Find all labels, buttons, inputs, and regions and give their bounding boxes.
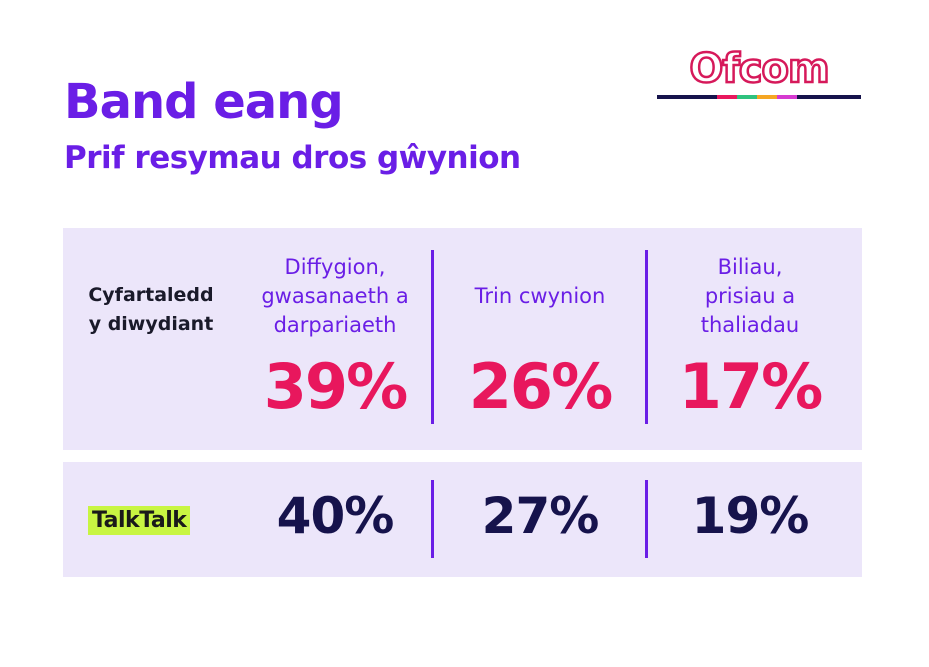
cell-value: 39%: [263, 350, 408, 423]
cell-value: 40%: [276, 487, 395, 545]
logo-bar: [757, 95, 777, 99]
cell-value: 19%: [691, 487, 810, 545]
brand-label: TalkTalk: [88, 506, 191, 535]
cell-value: 17%: [678, 350, 823, 423]
logo-bar: [717, 95, 737, 99]
logo-text: Ofcom: [689, 46, 828, 92]
logo-bar: [657, 95, 717, 99]
text-line: TalkTalk: [92, 508, 187, 533]
cell-value: 27%: [481, 487, 600, 545]
column-header: Diffygion, gwasanaeth a darpariaeth: [235, 253, 435, 340]
panel: [63, 228, 862, 450]
divider: [431, 480, 434, 558]
logo: Ofcom: [657, 46, 861, 99]
logo-bar: [737, 95, 757, 99]
cell-value: 26%: [468, 350, 613, 423]
panel: [63, 462, 862, 577]
subtitle: Prif resymau dros gŵynion: [64, 140, 521, 176]
column-header: Biliau, prisiau a thaliadau: [650, 253, 850, 340]
text-line: darpariaeth: [273, 312, 397, 337]
divider: [645, 480, 648, 558]
text-line: y diwydiant: [88, 313, 214, 335]
column-header: Trin cwynion: [440, 282, 640, 311]
text-line: Cyfartaledd: [88, 284, 214, 306]
text-line: thaliadau: [700, 312, 800, 337]
row-label: Cyfartaledd y diwydiant: [66, 281, 236, 339]
text-line: Diffygion,: [284, 254, 386, 279]
text-line: gwasanaeth a: [261, 283, 409, 308]
divider: [645, 250, 648, 424]
text-line: Biliau,: [717, 254, 783, 279]
logo-bar: [797, 95, 861, 99]
text-line: prisiau a: [704, 283, 796, 308]
logo-bar: [777, 95, 797, 99]
divider: [431, 250, 434, 424]
title: Band eang: [64, 74, 344, 130]
text-line: Trin cwynion: [474, 283, 606, 308]
